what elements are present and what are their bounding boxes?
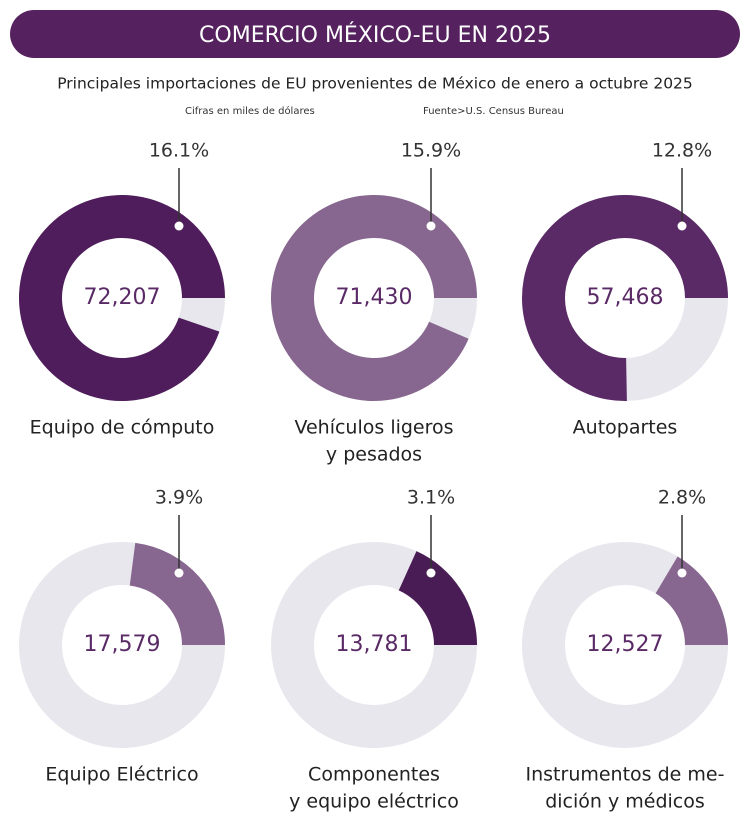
donut-segment xyxy=(271,194,477,401)
leader-dot xyxy=(174,568,184,578)
category-label: Componentes xyxy=(308,764,440,786)
donut-segment xyxy=(398,551,477,645)
category-label: Equipo de cómputo xyxy=(30,417,215,439)
percent-label: 3.9% xyxy=(155,487,203,509)
percent-label: 3.1% xyxy=(407,487,455,509)
leader-dot xyxy=(426,568,436,578)
category-label: Vehículos ligeros xyxy=(294,417,453,439)
percent-label: 15.9% xyxy=(401,140,461,162)
category-label: y equipo eléctrico xyxy=(289,791,459,813)
category-label: Equipo Eléctrico xyxy=(45,764,198,786)
donut-segment xyxy=(522,195,728,402)
amount-label: 72,207 xyxy=(84,285,161,310)
category-label: Autopartes xyxy=(573,417,678,439)
percent-label: 16.1% xyxy=(149,140,209,162)
donut-segment xyxy=(129,542,225,645)
leader-dot xyxy=(174,221,184,231)
leader-dot xyxy=(677,221,687,231)
donut-segment xyxy=(655,556,728,645)
note: Cifras en miles de dólares xyxy=(185,105,315,117)
category-label: y pesados xyxy=(326,444,422,466)
donut-segment xyxy=(19,194,225,401)
amount-label: 17,579 xyxy=(84,632,161,657)
percent-label: 2.8% xyxy=(658,487,706,509)
amount-label: 57,468 xyxy=(587,285,664,310)
category-label: Instrumentos de me- xyxy=(526,764,725,786)
source: Fuente>U.S. Census Bureau xyxy=(423,106,564,117)
subtitle: Principales importaciones de EU provenie… xyxy=(57,75,693,93)
title-banner xyxy=(10,10,740,58)
amount-label: 71,430 xyxy=(336,285,413,310)
leader-dot xyxy=(426,221,436,231)
amount-label: 13,781 xyxy=(336,632,413,657)
category-label: dición y médicos xyxy=(545,791,705,813)
leader-dot xyxy=(677,568,687,578)
percent-label: 12.8% xyxy=(652,140,712,162)
amount-label: 12,527 xyxy=(587,632,664,657)
title: COMERCIO MÉXICO-EU EN 2025 xyxy=(199,22,551,48)
